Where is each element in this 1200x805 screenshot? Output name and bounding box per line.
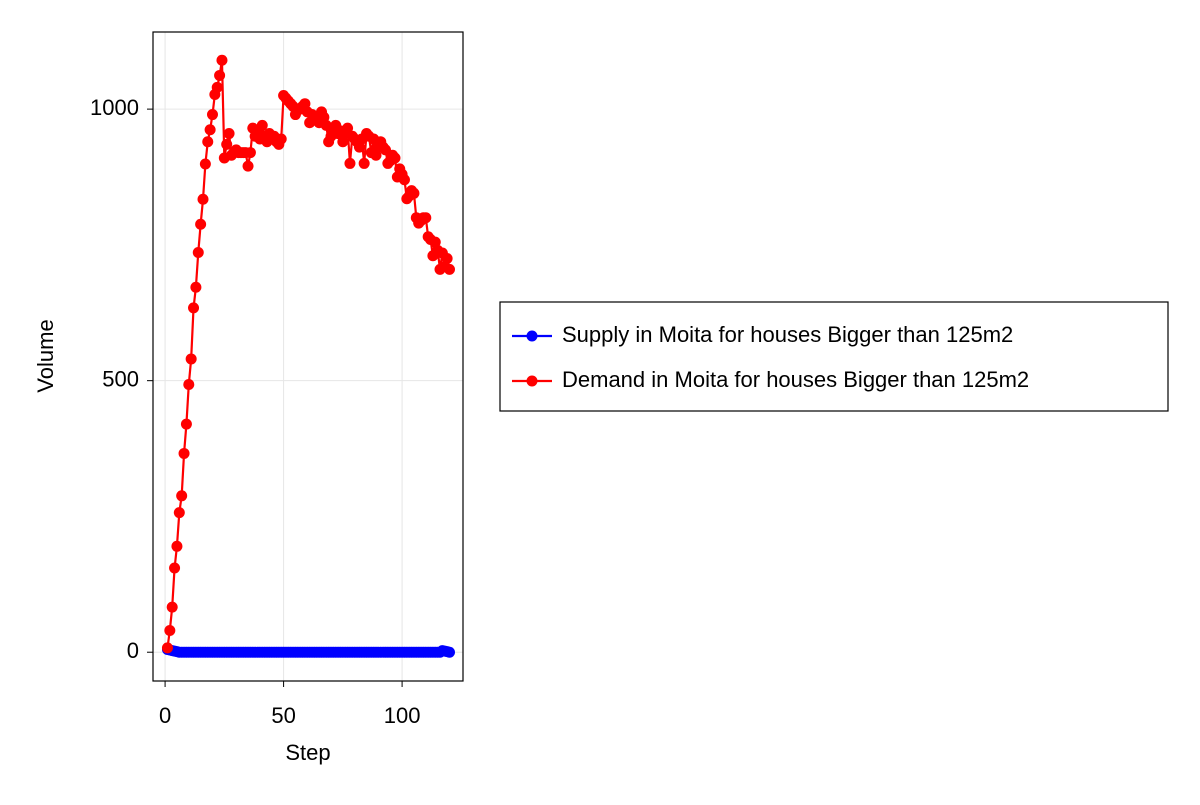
point (342, 122, 354, 134)
legend-box (499, 301, 1169, 412)
point (242, 160, 254, 172)
point (211, 81, 223, 93)
series-line (166, 60, 451, 649)
point (183, 378, 195, 390)
point (256, 119, 268, 131)
point (398, 174, 410, 186)
point (216, 54, 228, 66)
point (171, 540, 183, 552)
y-axis-label: Volume (33, 319, 58, 392)
point (358, 157, 370, 169)
x-tick-label: 0 (159, 703, 171, 728)
point (164, 624, 176, 636)
point (420, 212, 432, 224)
point (173, 507, 185, 519)
point (244, 147, 256, 159)
point (389, 152, 401, 164)
point (192, 246, 204, 258)
point (443, 646, 455, 658)
point (408, 187, 420, 199)
point (214, 69, 226, 81)
point (197, 193, 209, 205)
plot-frame (152, 31, 464, 682)
point (161, 642, 173, 654)
point (176, 490, 188, 502)
point (188, 302, 200, 314)
point (166, 601, 178, 613)
legend-marker (526, 375, 538, 387)
point (178, 447, 190, 459)
x-tick-label: 50 (271, 703, 295, 728)
point (443, 263, 455, 275)
legend-label: Demand in Moita for houses Bigger than 1… (562, 367, 1029, 392)
x-axis-label: Step (285, 740, 330, 765)
point (344, 157, 356, 169)
point (441, 252, 453, 264)
point (180, 418, 192, 430)
y-tick-label: 500 (102, 366, 139, 391)
point (223, 128, 235, 140)
point (202, 136, 214, 148)
legend-marker (526, 330, 538, 342)
point (206, 109, 218, 121)
point (169, 562, 181, 574)
y-tick-label: 0 (127, 638, 139, 663)
point (199, 158, 211, 170)
point (195, 218, 207, 230)
point (185, 353, 197, 365)
y-tick-label: 1000 (90, 95, 139, 120)
point (221, 138, 233, 150)
point (190, 281, 202, 293)
legend-label: Supply in Moita for houses Bigger than 1… (562, 322, 1013, 347)
point (275, 133, 287, 145)
point (204, 124, 216, 136)
x-tick-label: 100 (384, 703, 421, 728)
